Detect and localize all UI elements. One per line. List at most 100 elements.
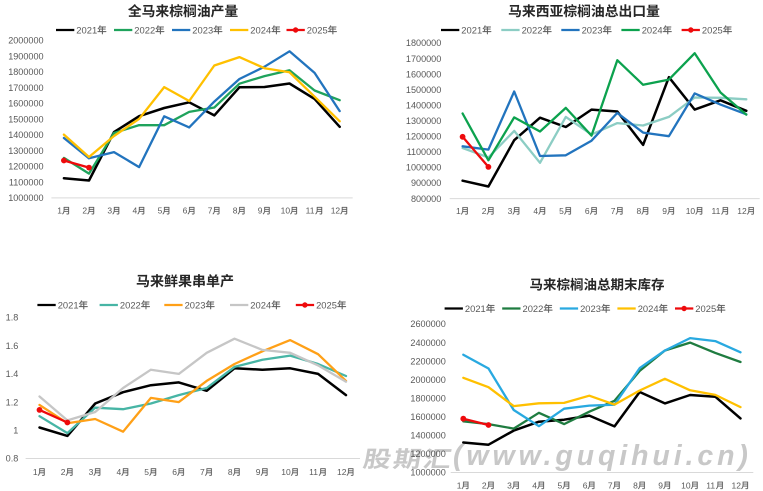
- svg-text:2022: 2022: [120, 299, 141, 310]
- svg-text:1200000: 1200000: [406, 132, 441, 142]
- svg-text:2024: 2024: [250, 24, 271, 35]
- svg-text:10: 10: [281, 467, 291, 477]
- svg-text:3: 3: [89, 467, 94, 477]
- svg-text:1000000: 1000000: [406, 163, 441, 173]
- svg-text:7: 7: [608, 480, 613, 490]
- svg-text:6: 6: [172, 467, 177, 477]
- svg-text:3: 3: [508, 206, 513, 216]
- svg-text:2400000: 2400000: [410, 338, 445, 348]
- svg-text:2000000: 2000000: [410, 375, 445, 385]
- svg-text:9: 9: [256, 467, 261, 477]
- svg-text:1.8: 1.8: [6, 313, 19, 323]
- svg-text:800000: 800000: [411, 194, 441, 204]
- svg-text:2023: 2023: [582, 24, 603, 35]
- svg-text:2: 2: [61, 467, 66, 477]
- svg-text:1: 1: [57, 206, 62, 216]
- svg-text:2025: 2025: [702, 24, 723, 35]
- svg-text:11: 11: [306, 206, 315, 216]
- svg-text:1100000: 1100000: [407, 147, 442, 157]
- svg-text:2021: 2021: [58, 299, 79, 310]
- svg-text:1800000: 1800000: [406, 38, 441, 48]
- svg-text:1700000: 1700000: [8, 83, 43, 93]
- svg-text:1: 1: [457, 480, 462, 490]
- svg-text:1: 1: [33, 467, 38, 477]
- svg-text:4: 4: [133, 206, 138, 216]
- svg-text:1: 1: [456, 206, 461, 216]
- svg-text:2024: 2024: [642, 24, 663, 35]
- svg-text:1600000: 1600000: [8, 99, 43, 109]
- svg-text:2023: 2023: [192, 24, 213, 35]
- svg-text:1: 1: [13, 426, 18, 436]
- svg-text:2022: 2022: [134, 24, 155, 35]
- svg-text:2022: 2022: [522, 24, 543, 35]
- svg-text:9: 9: [662, 206, 667, 216]
- svg-text:7: 7: [208, 206, 213, 216]
- svg-text:1.6: 1.6: [6, 341, 19, 351]
- svg-text:2024: 2024: [638, 303, 659, 314]
- svg-text:7: 7: [611, 206, 616, 216]
- svg-text:8: 8: [633, 480, 638, 490]
- svg-text:5: 5: [144, 467, 149, 477]
- svg-text:0.8: 0.8: [6, 454, 19, 464]
- svg-text:2023: 2023: [580, 303, 601, 314]
- svg-text:8: 8: [637, 206, 642, 216]
- svg-text:11: 11: [712, 206, 721, 216]
- svg-text:1400000: 1400000: [410, 431, 445, 441]
- svg-text:1.4: 1.4: [6, 369, 19, 379]
- svg-text:9: 9: [658, 480, 663, 490]
- svg-text:2023: 2023: [185, 299, 206, 310]
- svg-text:2022: 2022: [523, 303, 544, 314]
- svg-text:1500000: 1500000: [8, 114, 43, 124]
- svg-text:3: 3: [107, 206, 112, 216]
- svg-text:900000: 900000: [411, 178, 441, 188]
- svg-text:2: 2: [82, 206, 87, 216]
- svg-text:2025: 2025: [307, 24, 328, 35]
- svg-text:5: 5: [559, 206, 564, 216]
- svg-text:(www.guqihui.cn): (www.guqihui.cn): [453, 440, 752, 472]
- svg-text:1600000: 1600000: [410, 412, 445, 422]
- svg-text:2: 2: [482, 206, 487, 216]
- svg-text:11: 11: [706, 480, 715, 490]
- svg-text:1400000: 1400000: [406, 100, 441, 110]
- svg-text:10: 10: [686, 206, 696, 216]
- svg-text:1500000: 1500000: [406, 85, 441, 95]
- svg-text:2025: 2025: [316, 299, 337, 310]
- svg-text:2021: 2021: [465, 303, 486, 314]
- svg-text:2024: 2024: [250, 299, 271, 310]
- svg-text:4: 4: [117, 467, 122, 477]
- svg-text:6: 6: [585, 206, 590, 216]
- svg-text:2025: 2025: [695, 303, 716, 314]
- svg-text:1400000: 1400000: [8, 130, 43, 140]
- svg-text:12: 12: [737, 206, 747, 216]
- svg-text:2000000: 2000000: [8, 36, 43, 46]
- svg-text:4: 4: [533, 206, 538, 216]
- svg-text:1600000: 1600000: [406, 69, 441, 79]
- svg-text:1300000: 1300000: [8, 146, 43, 156]
- svg-text:1100000: 1100000: [9, 177, 44, 187]
- svg-text:2: 2: [482, 480, 487, 490]
- svg-text:1800000: 1800000: [8, 67, 43, 77]
- svg-text:1.2: 1.2: [6, 397, 19, 407]
- svg-text:2021: 2021: [461, 24, 482, 35]
- svg-text:6: 6: [183, 206, 188, 216]
- svg-text:12: 12: [337, 467, 347, 477]
- svg-text:1300000: 1300000: [406, 116, 441, 126]
- svg-text:2200000: 2200000: [410, 356, 445, 366]
- svg-text:7: 7: [200, 467, 205, 477]
- svg-text:9: 9: [258, 206, 263, 216]
- svg-text:5: 5: [158, 206, 163, 216]
- svg-text:3: 3: [507, 480, 512, 490]
- svg-text:1000000: 1000000: [410, 468, 445, 478]
- svg-text:4: 4: [532, 480, 537, 490]
- svg-text:1200000: 1200000: [410, 449, 445, 459]
- svg-text:8: 8: [228, 467, 233, 477]
- svg-text:11: 11: [309, 467, 318, 477]
- svg-text:2021: 2021: [76, 24, 97, 35]
- svg-text:5: 5: [558, 480, 563, 490]
- svg-text:1700000: 1700000: [406, 54, 441, 64]
- svg-text:12: 12: [732, 480, 742, 490]
- svg-text:1800000: 1800000: [410, 393, 445, 403]
- svg-text:10: 10: [681, 480, 691, 490]
- svg-text:10: 10: [281, 206, 291, 216]
- svg-text:8: 8: [233, 206, 238, 216]
